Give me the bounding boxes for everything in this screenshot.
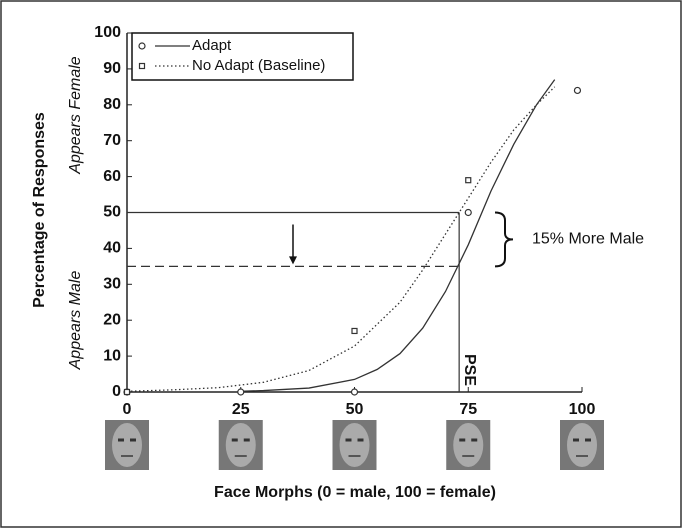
curve [240, 79, 556, 392]
face [339, 423, 370, 467]
y-tick-label: 80 [103, 96, 121, 113]
point [464, 208, 472, 217]
pse-label: PSE [461, 354, 478, 386]
face [225, 423, 256, 467]
y-tick-label: 60 [103, 168, 121, 185]
point [573, 86, 582, 95]
y-tick-label: 70 [103, 132, 121, 149]
shift-label: 15% More Male [532, 231, 644, 248]
y-tick-label: 50 [103, 204, 121, 221]
x-tick-label: 75 [459, 401, 477, 418]
x-tick-label: 0 [123, 401, 132, 418]
legend-box [131, 32, 354, 81]
y-axis-label: Percentage of Responses [31, 112, 48, 308]
x-tick-label: 100 [569, 401, 596, 418]
point [123, 388, 131, 396]
x-tick-label: 50 [346, 401, 364, 418]
face [453, 423, 484, 467]
y-tick-label: 90 [103, 60, 121, 77]
y-tick-label: 20 [103, 311, 121, 328]
legend-marker [138, 42, 146, 50]
face [112, 423, 142, 467]
legend-label: No Adapt (Baseline) [192, 57, 325, 74]
y-tick-label: 30 [103, 276, 121, 293]
point [351, 327, 358, 335]
point [465, 177, 472, 184]
lower-label: Appears Male [67, 271, 84, 371]
face [567, 423, 597, 467]
arrow-head [289, 256, 297, 265]
y-tick-label: 10 [103, 347, 121, 364]
upper-label: Appears Female [67, 56, 84, 174]
y-tick-label: 40 [103, 240, 121, 257]
legend-label: Adapt [192, 37, 232, 54]
brace [494, 211, 514, 268]
point [350, 388, 359, 396]
y-tick-label: 0 [112, 383, 121, 400]
face-thumbnails [105, 420, 604, 470]
x-tick-label: 25 [232, 401, 250, 418]
legend-marker [138, 62, 146, 70]
y-tick-label: 100 [94, 24, 121, 41]
x-axis-label: Face Morphs (0 = male, 100 = female) [214, 484, 496, 501]
point [237, 388, 245, 396]
